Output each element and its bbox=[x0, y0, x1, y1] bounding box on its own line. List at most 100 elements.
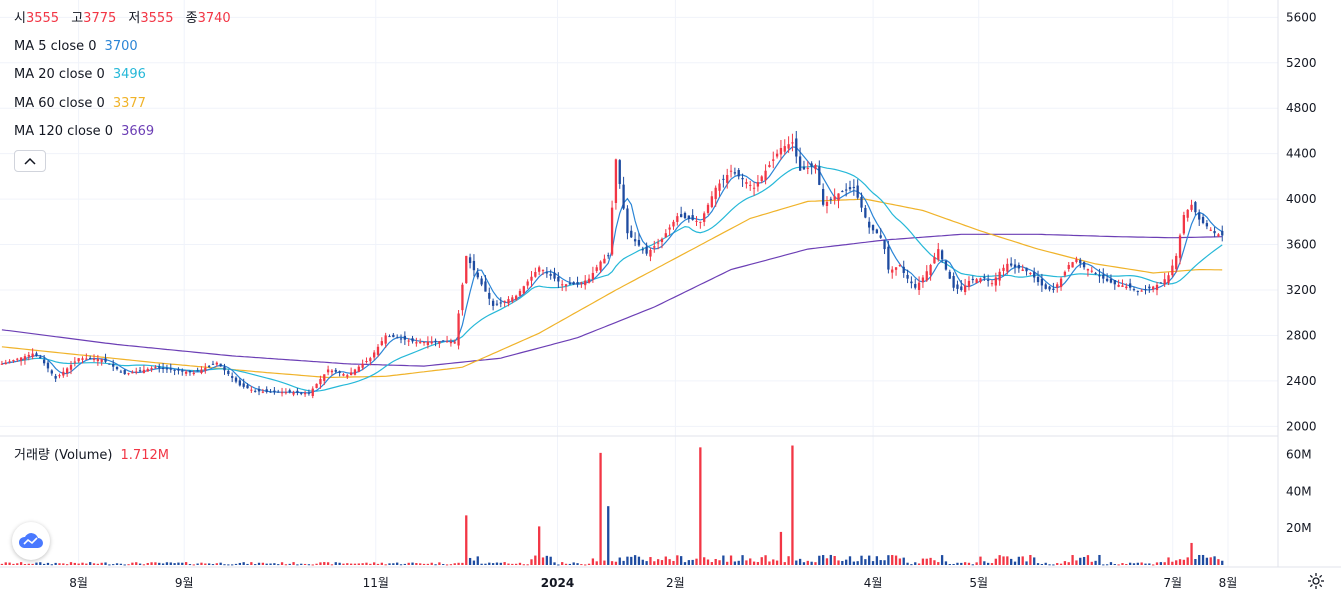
candle-body bbox=[16, 358, 19, 360]
ma120-label: MA 120 close 0 bbox=[14, 124, 114, 139]
volume-bar bbox=[315, 563, 318, 565]
time-tick-label: 2024 bbox=[541, 576, 574, 590]
price-axis[interactable]: 2000 2400 2800 3200 3600 4000 4400 4800 5200 5600 bbox=[1286, 10, 1317, 433]
volume-bar bbox=[1190, 542, 1193, 565]
volume-bar bbox=[768, 561, 771, 565]
candle-body bbox=[415, 342, 418, 344]
candle-body bbox=[1098, 275, 1101, 277]
candle-body bbox=[607, 255, 610, 257]
candle-body bbox=[1002, 267, 1005, 271]
volume-bar bbox=[572, 562, 575, 565]
volume-bar bbox=[626, 556, 629, 565]
candle-body bbox=[42, 359, 46, 364]
candle-body bbox=[507, 299, 510, 304]
candle-body bbox=[173, 369, 176, 371]
candle-body bbox=[691, 215, 694, 220]
volume-bar bbox=[756, 562, 760, 565]
ma60-legend[interactable]: MA 60 close 0 3377 bbox=[14, 95, 154, 113]
candle-body bbox=[1144, 289, 1147, 291]
close-label: 종 bbox=[185, 11, 198, 26]
volume-bar bbox=[89, 562, 92, 565]
volume-bar bbox=[1221, 560, 1224, 565]
candle-body bbox=[856, 185, 859, 198]
candle-body bbox=[703, 213, 706, 222]
volume-bar bbox=[488, 562, 491, 565]
volume-bar bbox=[19, 562, 23, 565]
volume-bar bbox=[967, 562, 971, 565]
candle-body bbox=[19, 357, 23, 361]
volume-bar bbox=[553, 562, 556, 565]
volume-bar bbox=[311, 564, 314, 566]
candle-body bbox=[1017, 264, 1021, 269]
collapse-legend-button[interactable] bbox=[14, 150, 46, 172]
candle-body bbox=[1132, 289, 1136, 291]
volume-bar bbox=[1128, 562, 1132, 565]
candle-body bbox=[783, 146, 786, 152]
candle-body bbox=[591, 272, 595, 280]
volume-bar bbox=[42, 563, 46, 565]
candle-body bbox=[357, 366, 360, 372]
candle-body bbox=[430, 341, 433, 344]
volume-bar bbox=[138, 563, 142, 565]
volume-bar bbox=[1075, 560, 1078, 565]
volume-bar bbox=[1213, 556, 1216, 565]
candle-body bbox=[952, 276, 955, 288]
volume-bar bbox=[1021, 556, 1024, 565]
volume-bar bbox=[741, 555, 744, 565]
candle-body bbox=[956, 284, 959, 289]
candle-body bbox=[265, 389, 268, 392]
volume-bar bbox=[706, 559, 710, 565]
volume-bar bbox=[407, 562, 410, 565]
candle-body bbox=[476, 272, 479, 278]
price-tick-label: 4800 bbox=[1286, 101, 1317, 115]
candle-body bbox=[699, 221, 702, 223]
volume-bar bbox=[342, 563, 345, 565]
volume-bar bbox=[1082, 556, 1086, 565]
candle-body bbox=[798, 156, 802, 171]
volume-bar bbox=[269, 563, 272, 565]
candle-body bbox=[599, 261, 602, 271]
volume-bar bbox=[1140, 562, 1143, 565]
candle-body bbox=[1013, 264, 1017, 268]
volume-bar bbox=[1063, 561, 1067, 565]
candle-body bbox=[584, 280, 587, 286]
volume-bar bbox=[338, 562, 341, 565]
volume-bar bbox=[346, 563, 349, 565]
high-label: 고 bbox=[71, 11, 84, 26]
volume-tick-label: 20M bbox=[1286, 521, 1312, 535]
chart-settings-button[interactable] bbox=[1304, 569, 1328, 593]
volume-bar bbox=[161, 563, 165, 565]
ma5-legend[interactable]: MA 5 close 0 3700 bbox=[14, 38, 146, 56]
candle-body bbox=[745, 182, 748, 184]
volume-legend[interactable]: 거래량 (Volume) 1.712M bbox=[14, 447, 177, 465]
time-axis[interactable]: 8월 9월 11월 2024 2월 4월 5월 7월 8월 bbox=[69, 576, 1237, 590]
candle-body bbox=[864, 207, 867, 218]
ma120-legend[interactable]: MA 120 close 0 3669 bbox=[14, 123, 162, 141]
candle-body bbox=[177, 369, 180, 371]
volume-bar bbox=[1152, 564, 1155, 566]
candle-body bbox=[944, 260, 948, 270]
volume-bar bbox=[223, 564, 226, 566]
volume-bar bbox=[27, 563, 30, 565]
candle-body bbox=[1102, 274, 1105, 279]
candle-body bbox=[277, 391, 280, 393]
candle-body bbox=[438, 341, 441, 344]
candle-body bbox=[614, 159, 618, 203]
candle-body bbox=[1063, 271, 1067, 276]
candle-body bbox=[50, 370, 53, 374]
volume-bar bbox=[714, 558, 717, 565]
volume-bar bbox=[1017, 556, 1021, 565]
time-tick-label: 9월 bbox=[175, 576, 194, 590]
candle-body bbox=[1125, 286, 1128, 289]
time-tick-label: 2월 bbox=[666, 576, 685, 590]
candle-body bbox=[23, 356, 27, 360]
candle-body bbox=[595, 267, 598, 271]
tradingview-logo[interactable] bbox=[12, 522, 50, 560]
volume-bar bbox=[380, 562, 383, 565]
volume-bar bbox=[829, 554, 832, 565]
ma20-legend[interactable]: MA 20 close 0 3496 bbox=[14, 66, 154, 84]
candle-body bbox=[779, 148, 783, 155]
ma60-label: MA 60 close 0 bbox=[14, 96, 105, 111]
candle-body bbox=[737, 169, 740, 177]
